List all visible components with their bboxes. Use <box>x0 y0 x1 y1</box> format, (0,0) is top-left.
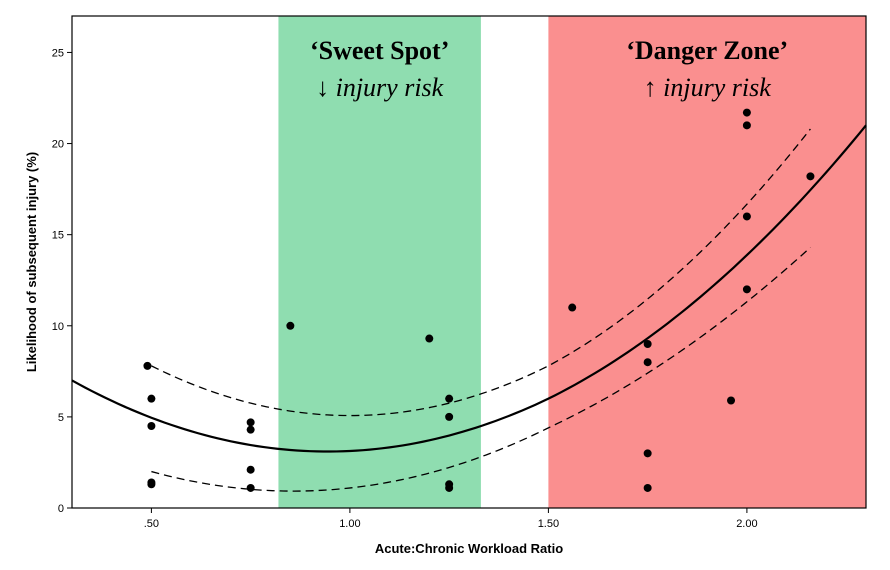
curves-layer <box>71 124 867 492</box>
y-tick-label: 15 <box>52 230 64 242</box>
y-tick-label: 0 <box>58 503 64 515</box>
labels-layer: ‘Sweet Spot’ ↓ injury risk ‘Danger Zone’ ↑ … <box>310 36 788 102</box>
data-point <box>246 418 255 427</box>
data-point <box>143 361 152 370</box>
data-point <box>147 480 156 489</box>
data-point <box>246 483 255 492</box>
data-point <box>742 285 751 294</box>
data-point <box>445 394 454 403</box>
x-axis-title: Acute:Chronic Workload Ratio <box>375 541 563 556</box>
x-tick-label: 1.00 <box>339 518 360 530</box>
danger-zone-subtitle: ↑ injury risk <box>644 73 772 102</box>
data-point <box>425 334 434 343</box>
data-point <box>246 425 255 434</box>
ci-lower-curve <box>151 246 811 492</box>
y-axis-title: Likelihood of subsequent injury (%) <box>24 152 39 372</box>
zones-layer <box>278 16 866 508</box>
data-point <box>727 396 736 405</box>
y-tick-label: 25 <box>52 47 64 59</box>
y-tick-label: 5 <box>58 412 64 424</box>
y-tick-label: 20 <box>52 139 64 151</box>
data-point <box>742 108 751 117</box>
data-point <box>445 483 454 492</box>
data-point <box>643 483 652 492</box>
sweet-spot-subtitle: ↓ injury risk <box>316 73 444 102</box>
danger-zone-title: ‘Danger Zone’ <box>626 36 788 65</box>
data-point <box>445 412 454 421</box>
sweet-spot-band <box>278 16 481 508</box>
data-point <box>568 303 577 312</box>
plot-frame <box>71 15 867 509</box>
data-point <box>643 340 652 348</box>
data-point <box>742 121 751 130</box>
data-point <box>806 172 815 181</box>
data-point <box>147 394 156 403</box>
y-tick-label: 10 <box>52 321 64 333</box>
fit-curve <box>71 124 867 453</box>
data-point <box>147 422 156 430</box>
x-tick-label: .50 <box>144 518 159 530</box>
sweet-spot-title: ‘Sweet Spot’ <box>310 36 449 65</box>
points-layer <box>143 108 815 492</box>
data-point <box>246 465 255 474</box>
data-point <box>643 358 652 367</box>
data-point <box>286 321 295 330</box>
danger-zone-band <box>548 16 866 508</box>
data-point <box>643 449 652 458</box>
x-tick-label: 2.00 <box>736 518 757 530</box>
data-point <box>742 212 751 221</box>
axis-layer: .50 1.00 1.50 2.00 0 5 10 15 20 25 <box>52 47 758 530</box>
ci-upper-curve <box>151 128 811 417</box>
x-tick-label: 1.50 <box>538 518 559 530</box>
